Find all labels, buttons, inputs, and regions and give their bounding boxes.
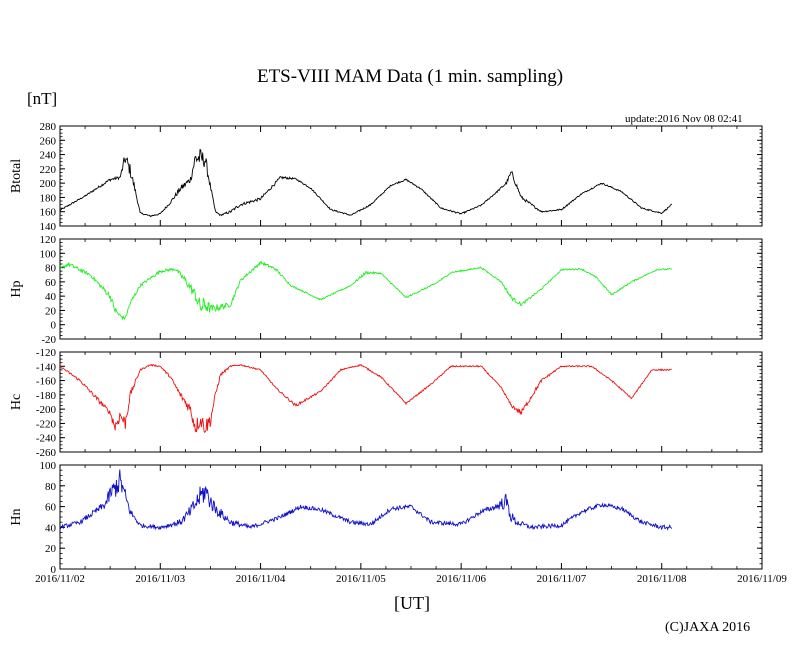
ytick-label-btotal: 140 (40, 221, 57, 233)
ytick-label-hp: 20 (45, 305, 57, 317)
xtick-label: 2016/11/08 (637, 573, 687, 585)
ytick-label-hn: 0 (51, 564, 57, 576)
ytick-label-btotal: 220 (40, 164, 57, 176)
ytick-label-btotal: 160 (40, 207, 57, 219)
ytick-label-hp: 120 (40, 234, 57, 246)
panel-frame-btotal (59, 125, 763, 227)
chart-title: ETS-VIII MAM Data (1 min. sampling) (256, 66, 564, 87)
xtick-label: 2016/11/05 (336, 573, 386, 585)
panel-label-hp: Hp (9, 280, 24, 297)
panel-label-hc: Hc (9, 394, 24, 410)
series-line-btotal (59, 149, 673, 218)
ytick-label-hp: 60 (45, 277, 57, 289)
ytick-label-btotal: 260 (40, 135, 57, 147)
unit-label: [nT] (27, 89, 58, 108)
ytick-label-hn: 20 (45, 543, 57, 555)
ytick-label-btotal: 280 (40, 121, 57, 133)
series-line-hp (59, 260, 672, 321)
ytick-label-hc: -180 (36, 390, 57, 402)
ytick-label-hc: -120 (36, 347, 57, 359)
xtick-label: 2016/11/02 (35, 573, 85, 585)
ytick-label-hn: 80 (45, 481, 57, 493)
panel-frame-hc (59, 351, 763, 453)
xtick-label: 2016/11/06 (436, 573, 486, 585)
update-timestamp: update:2016 Nov 08 02:41 (625, 113, 743, 125)
ytick-label-hp: 80 (45, 263, 57, 275)
ytick-label-btotal: 200 (40, 178, 57, 190)
panel-frame-hp (59, 238, 763, 340)
ytick-label-hc: -160 (36, 376, 57, 388)
panel-frame-hn (59, 464, 763, 570)
ytick-label-btotal: 180 (40, 192, 57, 204)
panel-label-btotal: Btotal (9, 159, 24, 193)
copyright-credit: (C)JAXA 2016 (665, 620, 751, 635)
ytick-label-hp: 100 (40, 248, 57, 260)
ytick-label-hp: 0 (51, 320, 57, 332)
ytick-label-hn: 100 (40, 460, 57, 472)
ytick-label-hp: -20 (41, 334, 56, 346)
xtick-label: 2016/11/04 (236, 573, 286, 585)
ytick-label-hc: -200 (36, 404, 57, 416)
xtick-label: 2016/11/03 (135, 573, 185, 585)
ytick-label-hc: -240 (36, 433, 57, 445)
ytick-label-hn: 60 (45, 502, 57, 514)
panel-label-hn: Hn (9, 508, 24, 525)
series-line-hn (59, 469, 673, 531)
ytick-label-hc: -140 (36, 361, 57, 373)
ytick-label-hn: 40 (45, 522, 57, 534)
series-line-hc (59, 363, 672, 434)
xtick-label: 2016/11/07 (537, 573, 587, 585)
ytick-label-btotal: 240 (40, 150, 57, 162)
xtick-label: 2016/11/09 (737, 573, 787, 585)
ytick-label-hc: -260 (36, 447, 57, 459)
ytick-label-hp: 40 (45, 291, 57, 303)
x-axis-label: [UT] (394, 593, 430, 613)
ytick-label-hc: -220 (36, 418, 57, 430)
